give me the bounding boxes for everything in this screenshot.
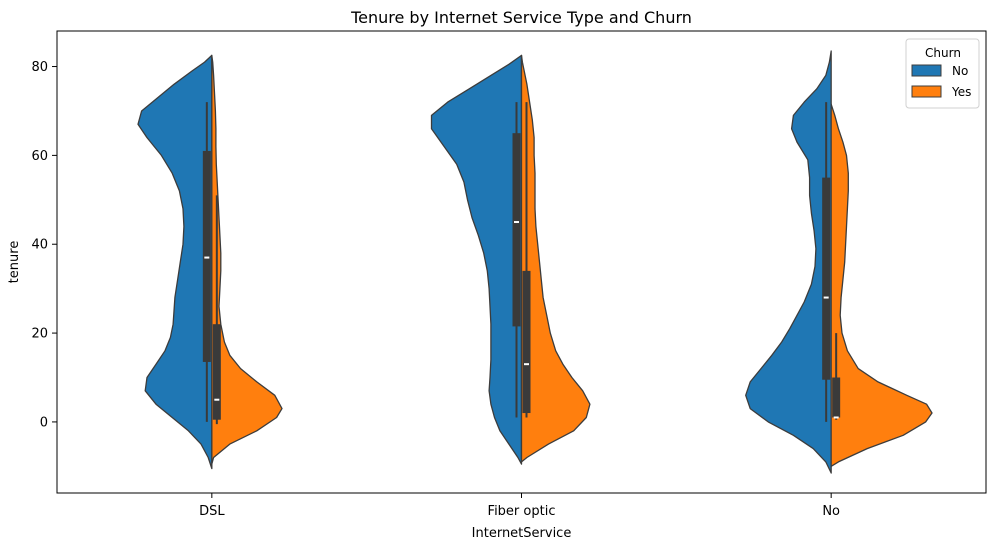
legend-label-yes: Yes [951, 85, 971, 99]
chart-title: Tenure by Internet Service Type and Chur… [350, 8, 692, 27]
box-no-yes [832, 377, 841, 418]
legend-label-no: No [952, 64, 968, 78]
y-axis: 0 20 40 60 80 [31, 60, 57, 430]
x-tick-label-fiber-optic: Fiber optic [488, 504, 556, 519]
violin-fiber-optic-yes [520, 54, 591, 463]
box-dsl-no [202, 150, 211, 362]
y-tick-label-0: 0 [40, 415, 48, 430]
y-tick-label-60: 60 [31, 149, 48, 164]
legend-title: Churn [925, 46, 961, 60]
legend-swatch-no [911, 64, 942, 77]
y-axis-label: tenure [7, 241, 22, 284]
box-no-no [822, 177, 831, 380]
violin-no-no [745, 50, 832, 474]
y-tick-label-80: 80 [31, 60, 48, 75]
violin-no-yes [830, 103, 933, 467]
x-tick-label-no: No [822, 504, 840, 519]
violin-fiber-optic-no [430, 54, 523, 465]
box-fiber-optic-no [512, 133, 521, 327]
box-dsl-yes [212, 324, 221, 420]
violins-layer [137, 50, 933, 474]
violin-dsl-no [137, 54, 213, 470]
legend-swatch-yes [911, 85, 942, 98]
x-tick-label-dsl: DSL [199, 504, 225, 519]
x-axis-label: InternetService [472, 526, 572, 541]
violin-dsl-yes [211, 54, 283, 465]
box-fiber-optic-yes [522, 270, 531, 414]
y-tick-label-40: 40 [31, 238, 48, 253]
boxes-layer [202, 102, 841, 425]
legend: Churn No Yes [905, 38, 980, 109]
x-axis: DSL Fiber optic No [199, 493, 840, 519]
y-tick-label-20: 20 [31, 327, 48, 342]
